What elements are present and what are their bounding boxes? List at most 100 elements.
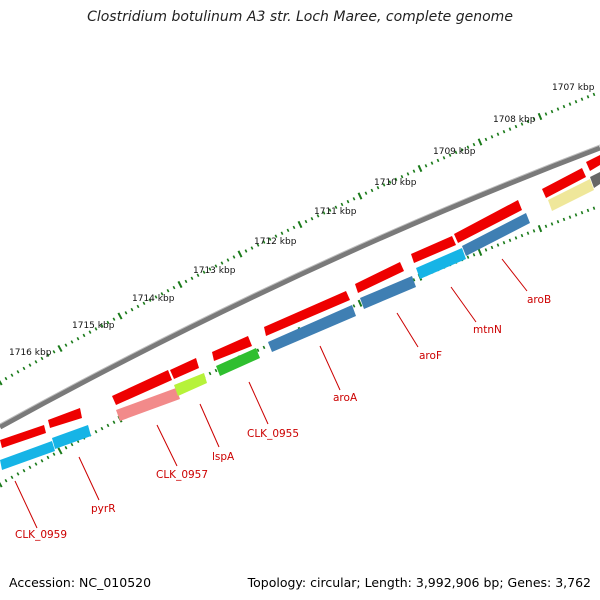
topology-text: Topology: circular; Length: 3,992,906 bp…: [247, 575, 591, 590]
scale-tick-minor: [76, 336, 80, 341]
gene-arrow: [264, 291, 350, 336]
cds-bar-arob: [462, 213, 530, 256]
scale-tick-minor: [412, 169, 416, 173]
scale-tick-minor: [34, 462, 38, 466]
cds-bar-pyrr: [52, 425, 91, 449]
scale-tick-minor: [244, 249, 248, 253]
scale-tick-minor: [370, 188, 374, 193]
kbp-label-1715: 1715 kbp: [72, 321, 115, 331]
scale-tick-minor: [4, 376, 8, 381]
scale-tick-minor: [52, 350, 56, 354]
scale-tick-minor: [40, 459, 44, 463]
scale-tick-minor: [574, 213, 578, 217]
scale-tick-minor: [304, 219, 308, 224]
scale-tick-minor: [574, 99, 578, 104]
gene-arrow: [355, 262, 404, 293]
scale-tick-minor: [508, 127, 512, 131]
scale-tick-minor: [46, 455, 50, 460]
scale-tick-minor: [148, 298, 152, 302]
scale-tick-major: [0, 379, 3, 386]
scale-tick-major: [57, 447, 63, 455]
scale-tick-minor: [502, 240, 506, 245]
scale-tick-minor: [310, 217, 314, 221]
scale-tick-minor: [526, 119, 530, 124]
leader-line: [450, 286, 477, 323]
scale-tick-minor: [196, 273, 200, 277]
scale-tick-major: [0, 481, 3, 488]
scale-tick-minor: [10, 373, 14, 377]
leader-line: [501, 258, 528, 292]
gene-label-lspa: lspA: [212, 451, 235, 463]
gene-label-clk0959: CLK_0959: [15, 529, 67, 541]
scale-tick-minor: [454, 150, 458, 155]
scale-tick-minor: [112, 317, 116, 321]
scale-tick-major: [537, 224, 543, 233]
scale-tick-minor: [316, 214, 320, 218]
gene-label-mtnn: mtnN: [473, 324, 502, 336]
scale-tick-minor: [22, 468, 26, 473]
scale-tick-minor: [466, 255, 470, 259]
scale-tick-minor: [130, 307, 134, 312]
scale-tick-minor: [490, 245, 494, 250]
scale-tick-minor: [406, 172, 410, 176]
scale-tick-minor: [364, 191, 368, 195]
scale-tick-minor: [514, 236, 518, 240]
gene-arrow: [48, 408, 82, 428]
scale-tick-minor: [322, 211, 326, 215]
gene-arrow: [0, 425, 46, 448]
scale-tick-minor: [232, 255, 236, 259]
scale-tick-minor: [496, 243, 500, 247]
scale-tick-minor: [472, 253, 476, 257]
cds-bar-clk0959: [0, 441, 55, 470]
leader-line: [248, 381, 269, 425]
scale-tick-minor: [280, 231, 284, 235]
scale-tick-major: [537, 112, 543, 121]
scale-tick-minor: [508, 238, 512, 242]
cds-bar-aroa: [268, 305, 356, 352]
scale-tick-minor: [70, 442, 74, 447]
scale-tick-minor: [562, 217, 566, 222]
scale-tick-major: [177, 280, 183, 289]
scale-tick-minor: [214, 264, 218, 268]
gene-arrow: [586, 155, 600, 171]
scale-tick-minor: [400, 174, 404, 179]
scale-tick-minor: [106, 423, 110, 428]
scale-tick-minor: [262, 240, 266, 244]
scale-tick-minor: [484, 248, 488, 252]
scale-tick-minor: [388, 180, 392, 184]
scale-tick-minor: [550, 109, 554, 114]
scale-tick-minor: [556, 219, 560, 224]
scale-tick-minor: [88, 330, 92, 334]
scale-tick-minor: [250, 246, 254, 250]
scale-tick-major: [57, 344, 63, 353]
leader-line: [319, 345, 341, 391]
scale-tick-minor: [46, 353, 50, 357]
scale-tick-minor: [16, 472, 20, 476]
kbp-label-1714: 1714 kbp: [132, 294, 175, 304]
scale-tick-minor: [52, 452, 56, 456]
scale-tick-minor: [340, 202, 344, 207]
scale-tick-minor: [190, 276, 194, 281]
cds-bar-gray: [590, 172, 600, 188]
kbp-label-1712: 1712 kbp: [254, 237, 297, 247]
cds-bar-clk0957: [116, 388, 180, 421]
label-leader-lines: [14, 258, 528, 529]
scale-tick-minor: [448, 153, 452, 157]
kbp-label-1713: 1713 kbp: [193, 266, 236, 276]
gene-arrow: [411, 236, 456, 263]
scale-tick-minor: [16, 370, 20, 374]
leader-line: [156, 424, 178, 467]
gene-label-pyrr: pyrR: [91, 503, 116, 515]
scale-tick-minor: [442, 156, 446, 160]
scale-tick-minor: [172, 285, 176, 290]
scale-tick-minor: [286, 228, 290, 233]
cds-features: [0, 172, 600, 470]
scale-tick-minor: [256, 348, 260, 352]
gene-label-clk0957: CLK_0957: [156, 469, 208, 481]
gene-label-arob: aroB: [527, 294, 551, 306]
backbone-highlight: [0, 144, 600, 425]
scale-tick-minor: [4, 478, 8, 483]
gene-arrows: [0, 155, 600, 448]
kbp-label-1707: 1707 kbp: [552, 83, 595, 93]
